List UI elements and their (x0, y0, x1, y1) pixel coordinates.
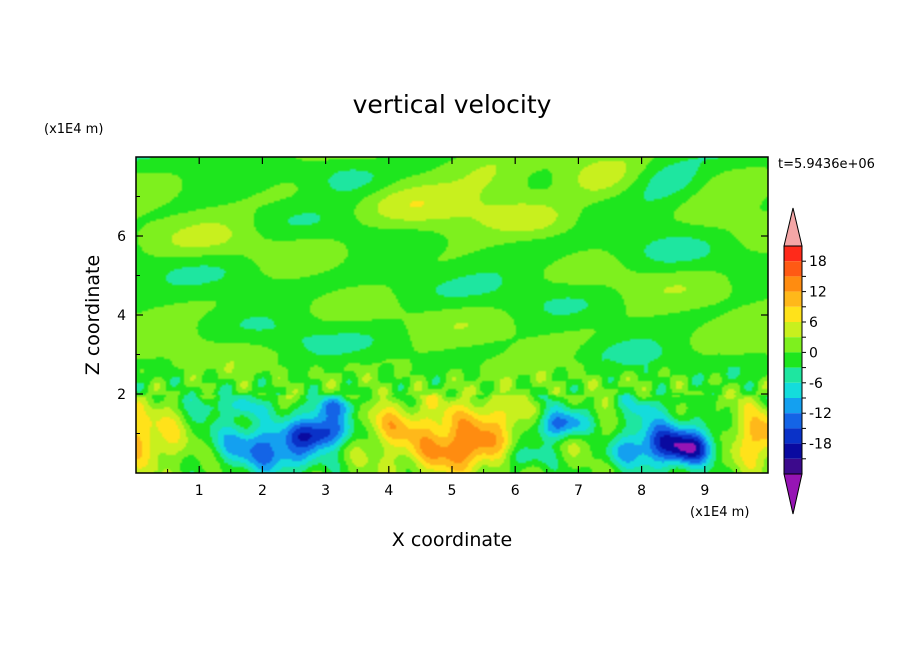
x-axis: 1 2 3 4 5 6 7 8 9 (167, 157, 737, 499)
colorbar-label: -12 (809, 406, 832, 422)
x-tick-label-3: 3 (321, 483, 330, 499)
colorbar-label: 18 (809, 254, 827, 270)
colorbar-band (784, 291, 802, 307)
colorbar-band (784, 261, 802, 277)
colorbar-band (784, 428, 802, 444)
colorbar-band (784, 413, 802, 429)
colorbar-band (784, 367, 802, 383)
y-tick-label-4: 4 (117, 308, 126, 324)
x-tick-label-9: 9 (700, 483, 709, 499)
colorbar-band (784, 276, 802, 292)
x-tick-label-4: 4 (384, 483, 393, 499)
x-tick-label-8: 8 (637, 483, 646, 499)
colorbar-label: 12 (809, 285, 827, 301)
colorbar-frame (783, 245, 803, 475)
x-tick-label-5: 5 (448, 483, 457, 499)
x-axis-label: X coordinate (392, 529, 512, 551)
x-unit-label: (x1E4 m) (690, 505, 749, 520)
x-tick-label-6: 6 (511, 483, 520, 499)
y-tick-label-6: 6 (117, 229, 126, 245)
colorbar: 18 12 6 0 -6 -12 -18 (783, 207, 832, 515)
y-axis: 2 4 6 (117, 196, 768, 434)
colorbar-band (784, 382, 802, 398)
x-tick-label-1: 1 (195, 483, 204, 499)
colorbar-band (784, 352, 802, 368)
x-tick-label-2: 2 (258, 483, 267, 499)
colorbar-label: 6 (809, 315, 818, 331)
colorbar-band (784, 322, 802, 338)
colorbar-band (784, 443, 802, 459)
colorbar-label: -18 (809, 437, 832, 453)
colorbar-band (784, 246, 802, 262)
y-tick-label-2: 2 (117, 387, 126, 403)
heatmap-image (136, 157, 768, 473)
colorbar-under-arrow (783, 473, 803, 515)
time-label: t=5.9436e+06 (778, 157, 875, 172)
x-tick-label-7: 7 (574, 483, 583, 499)
colorbar-band (784, 337, 802, 353)
y-axis-label: Z coordinate (82, 255, 104, 375)
colorbar-band (784, 306, 802, 322)
chart-title: vertical velocity (353, 90, 552, 119)
y-unit-label: (x1E4 m) (44, 122, 103, 137)
colorbar-label: 0 (809, 345, 818, 361)
colorbar-band (784, 398, 802, 414)
colorbar-band (784, 458, 802, 474)
colorbar-over-arrow (783, 207, 803, 247)
colorbar-label: -6 (809, 376, 823, 392)
heatmap (136, 157, 768, 473)
